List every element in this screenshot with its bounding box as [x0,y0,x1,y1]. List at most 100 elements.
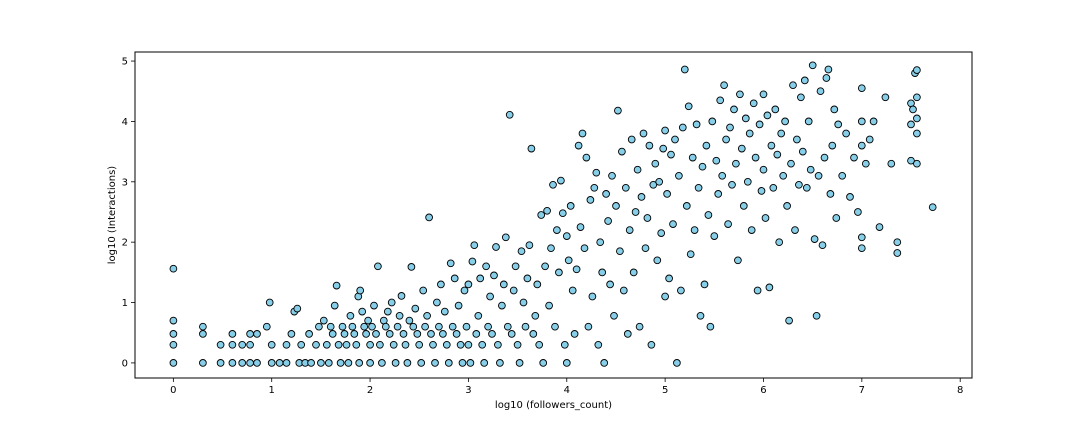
data-point [580,244,589,253]
data-point [405,316,414,325]
data-point [399,330,408,338]
data-point [253,330,261,338]
data-point [517,247,526,256]
data-point [728,180,736,189]
data-point [909,105,917,114]
data-point [448,322,457,331]
data-point [340,330,349,338]
data-point [376,340,384,349]
data-point [657,229,666,237]
x-tick-label: 2 [367,385,373,396]
data-point [499,280,508,289]
data-point [169,359,178,367]
data-point [494,340,502,349]
data-point [199,359,207,367]
data-point [826,190,835,198]
data-point [684,102,693,111]
data-point [549,180,557,189]
data-point [551,322,559,331]
data-point [253,359,261,367]
data-point [523,274,532,283]
data-point [413,330,422,338]
data-point [362,330,370,338]
plot-frame [134,51,973,379]
data-point [688,153,697,162]
data-point [618,147,626,156]
data-point [887,159,896,168]
data-point [661,292,669,301]
data-point [496,359,504,367]
x-tick-label: 6 [760,385,766,396]
data-point [344,359,353,367]
data-point [374,262,382,271]
data-point [319,316,328,325]
data-point [513,340,522,349]
data-point [368,322,376,331]
data-point [812,311,821,320]
data-point [417,359,426,367]
data-point [661,126,669,135]
data-point [407,263,416,271]
data-point [464,340,473,349]
data-point [297,340,306,349]
data-point [616,247,624,256]
data-point [305,330,313,338]
data-point [246,330,254,338]
data-point [724,220,732,228]
data-point [745,129,754,138]
data-point [797,93,805,102]
data-point [366,340,374,349]
data-point [470,241,479,250]
data-point [761,214,770,222]
data-point [543,206,551,215]
y-tick-label: 5 [122,57,128,68]
data-point [315,322,323,331]
data-point [482,262,490,271]
data-point [665,274,673,283]
data-point [621,183,630,192]
data-point [718,171,727,180]
data-point [555,268,563,277]
data-point [722,135,730,144]
data-point [743,177,752,186]
data-point [753,286,762,295]
data-point [364,316,372,325]
data-point [391,359,400,367]
data-point [366,359,374,367]
data-point [600,359,609,367]
data-point [789,81,797,90]
data-point [830,105,839,114]
data-point [216,340,225,349]
data-point [820,153,829,162]
data-point [439,330,447,338]
data-point [637,193,646,201]
data-point [360,322,369,331]
data-point [602,190,610,198]
data-point [763,111,772,120]
data-point [450,274,459,283]
data-point [578,129,587,138]
data-point [322,340,331,349]
data-point [509,286,518,295]
data-point [539,359,548,367]
data-point [505,110,514,119]
data-point [783,202,791,210]
y-axis-label: log10 (Interactions) [107,166,118,265]
data-point [857,233,866,242]
data-point [435,322,443,331]
data-point [785,316,793,325]
data-point [775,238,784,247]
data-point [480,359,489,367]
x-tick-label: 4 [564,385,570,396]
data-point [267,359,276,367]
data-point [389,340,398,349]
data-point [913,159,921,168]
data-point [576,223,585,231]
data-point [462,322,471,331]
data-point [720,81,728,90]
data-point [427,330,435,338]
data-point [199,330,207,338]
data-point [307,359,315,367]
data-point [503,322,512,331]
data-point [545,301,553,310]
